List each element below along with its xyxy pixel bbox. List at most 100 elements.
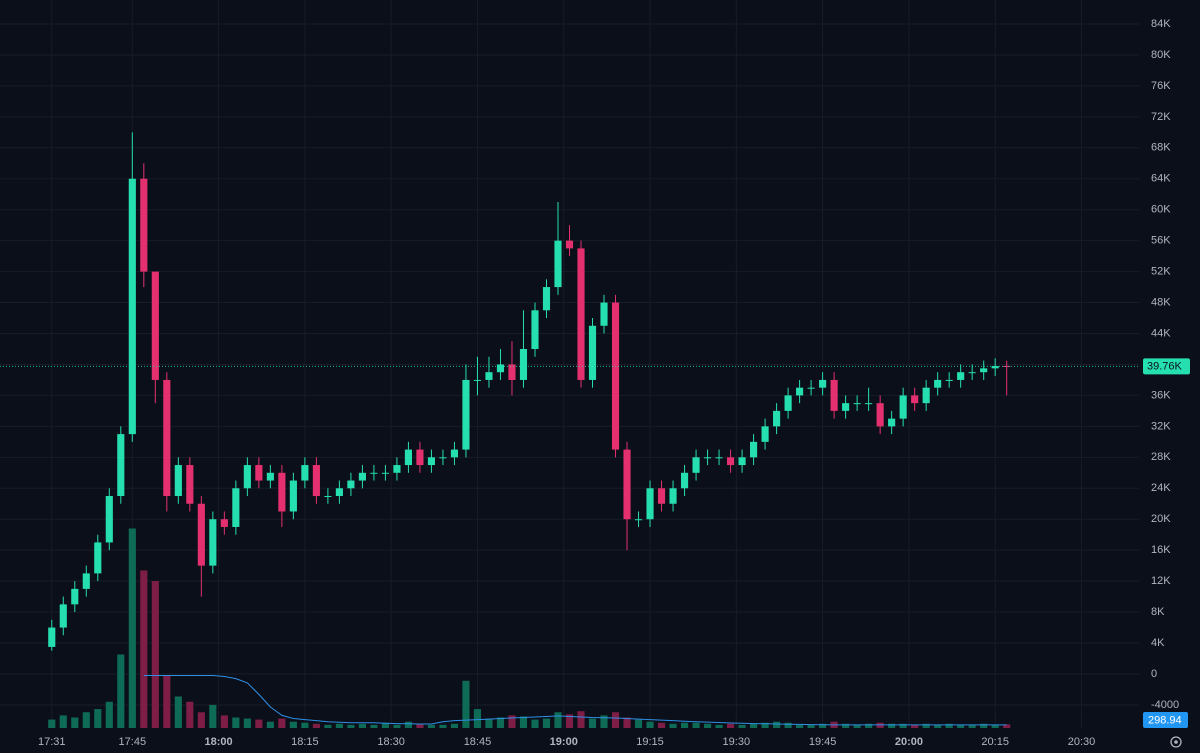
- volume-bar: [324, 724, 332, 728]
- volume-bar: [496, 717, 505, 728]
- candle-body: [922, 387, 930, 404]
- candle-body: [761, 426, 769, 442]
- volume-bar: [508, 715, 516, 728]
- volume-bar: [117, 654, 125, 728]
- candle-body: [117, 434, 125, 497]
- x-tick-label: 20:15: [981, 736, 1009, 748]
- y-tick-label: 44K: [1151, 327, 1171, 339]
- volume-bar: [611, 712, 620, 728]
- volume-bar: [485, 718, 493, 728]
- y-tick-label: 76K: [1151, 80, 1171, 92]
- candle-body: [370, 472, 378, 474]
- volume-bar: [519, 716, 528, 728]
- y-tick-label: 64K: [1151, 173, 1171, 185]
- candle-body: [796, 387, 804, 396]
- x-tick-label: 17:45: [119, 736, 147, 748]
- candle-body: [289, 480, 297, 512]
- candle-body: [128, 178, 136, 435]
- candle-body: [462, 379, 470, 450]
- volume-bar: [911, 724, 919, 728]
- candle-body: [623, 449, 631, 520]
- volume-bar: [105, 701, 113, 728]
- y-tick-label: 8K: [1151, 606, 1165, 618]
- volume-bar: [991, 724, 999, 728]
- candle-body: [853, 403, 861, 405]
- candle-body: [393, 465, 401, 473]
- candle-body: [646, 488, 654, 520]
- volume-bar: [715, 724, 723, 728]
- y-tick-label: 36K: [1151, 389, 1171, 401]
- volume-bar: [450, 723, 459, 728]
- settings-icon[interactable]: [1170, 736, 1182, 748]
- candle-body: [416, 449, 424, 466]
- volume-bar: [738, 724, 746, 728]
- candle-body: [1003, 366, 1011, 368]
- candle-body: [554, 240, 562, 288]
- volume-bar: [232, 717, 240, 728]
- volume-bar: [1003, 724, 1011, 728]
- candle-body: [439, 457, 447, 459]
- volume-bar: [347, 724, 355, 728]
- volume-bar: [842, 723, 850, 728]
- volume-bar: [370, 724, 378, 728]
- candle-body: [163, 379, 171, 497]
- volume-bar: [531, 719, 539, 728]
- candle-body: [750, 441, 758, 458]
- candle-body: [773, 410, 781, 427]
- candle-body: [59, 604, 67, 628]
- candle-body: [312, 465, 320, 497]
- candle-body: [278, 472, 286, 512]
- volume-bar: [82, 712, 90, 728]
- candle-body: [427, 457, 436, 466]
- volume-bar: [358, 723, 366, 728]
- x-tick-label: 18:15: [291, 736, 319, 748]
- volume-bar: [140, 570, 148, 728]
- x-tick-label: 19:45: [809, 736, 837, 748]
- x-tick-label: 18:00: [205, 736, 233, 748]
- volume-bar: [796, 724, 804, 728]
- candle-body: [715, 457, 723, 459]
- candle-body: [945, 379, 953, 381]
- candle-body: [94, 542, 102, 574]
- volume-bar: [819, 723, 827, 728]
- candle-body: [243, 465, 251, 489]
- candle-body: [819, 379, 827, 388]
- volume-bar: [427, 724, 436, 728]
- y-tick-label: 56K: [1151, 235, 1171, 247]
- volume-bar: [577, 711, 585, 728]
- candle-body: [830, 379, 838, 411]
- candle-body: [381, 472, 389, 474]
- volume-bar: [669, 723, 677, 728]
- candle-body: [611, 302, 620, 450]
- volume-bar: [727, 723, 735, 728]
- volume-bar: [220, 715, 228, 728]
- volume-bar: [335, 723, 343, 728]
- x-tick-label: 19:30: [723, 736, 751, 748]
- volume-bar: [980, 723, 988, 728]
- y-tick-label: 52K: [1151, 266, 1171, 278]
- candle-body: [209, 519, 217, 566]
- candle-body: [82, 573, 90, 589]
- volume-bar: [393, 724, 401, 728]
- volume-bar: [151, 581, 159, 728]
- volume-bar: [416, 723, 424, 728]
- candle-body: [692, 457, 700, 473]
- y-tick-label: 72K: [1151, 111, 1171, 123]
- volume-bar: [750, 723, 758, 728]
- y-tick-label: 32K: [1151, 420, 1171, 432]
- candle-body: [140, 178, 148, 272]
- volume-ma-label: 298.94: [1148, 714, 1182, 726]
- volume-bar: [163, 675, 171, 728]
- candle-body: [899, 395, 907, 419]
- volume-bar: [71, 717, 79, 728]
- volume-bar: [703, 723, 712, 728]
- candle-body: [335, 488, 343, 497]
- candle-body: [220, 519, 228, 527]
- volume-bar: [243, 718, 251, 728]
- candle-body: [450, 449, 459, 458]
- y-tick-label: 48K: [1151, 296, 1171, 308]
- volume-bar: [381, 722, 389, 728]
- y-tick-label: 0: [1151, 668, 1157, 680]
- candle-body: [508, 364, 516, 380]
